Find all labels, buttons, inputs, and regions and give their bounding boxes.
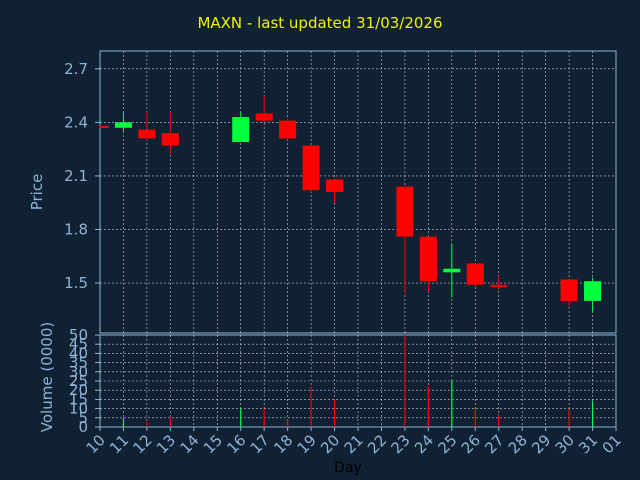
volume-bar — [310, 386, 312, 427]
x-tick-label: 21 — [341, 431, 367, 457]
volume-ytick-label: 0 — [78, 418, 88, 436]
volume-bar — [263, 408, 265, 427]
x-tick-label: 28 — [505, 431, 531, 457]
chart-title: MAXN - last updated 31/03/2026 — [197, 14, 443, 32]
volume-ytick-label: 25 — [69, 372, 88, 390]
price-axis-label: Price — [28, 174, 46, 211]
volume-bar — [591, 401, 594, 427]
x-tick-label: 15 — [200, 431, 226, 457]
volume-bar — [169, 417, 171, 427]
price-ytick-label: 1.5 — [64, 274, 88, 292]
volume-bar — [451, 381, 453, 427]
x-axis: 1011121314151617181920212223242526272829… — [83, 427, 625, 476]
candle-body — [114, 122, 132, 128]
candle-body — [490, 284, 508, 287]
x-tick-label: 13 — [153, 431, 179, 457]
volume-bar — [146, 421, 148, 427]
x-tick-label: 30 — [552, 431, 578, 457]
volume-bar — [240, 408, 242, 427]
candle-body — [560, 279, 578, 301]
x-tick-label: 16 — [223, 431, 249, 457]
x-tick-label: 29 — [528, 431, 554, 457]
volume-ytick-label: 35 — [69, 354, 88, 372]
x-tick-label: 11 — [106, 431, 132, 457]
x-tick-label: 20 — [317, 431, 343, 457]
candle-body — [419, 236, 437, 282]
x-tick-label: 17 — [247, 431, 273, 457]
price-ytick-label: 2.4 — [64, 113, 88, 131]
candle-body — [302, 145, 320, 191]
volume-ytick-label: 10 — [69, 400, 88, 418]
price-ytick-label: 2.1 — [64, 167, 88, 185]
x-tick-label: 22 — [364, 431, 390, 457]
candle-body — [443, 268, 461, 273]
x-tick-label: 26 — [458, 431, 484, 457]
x-tick-label: 14 — [176, 431, 202, 457]
volume-ytick-label: 45 — [69, 335, 88, 353]
volume-ytick-label: 30 — [69, 363, 88, 381]
candle-body — [255, 113, 273, 121]
x-tick-label: 27 — [481, 431, 507, 457]
x-tick-label: 18 — [270, 431, 296, 457]
candle-body — [279, 120, 297, 139]
candle-body — [584, 281, 602, 301]
volume-ytick-label: 50 — [69, 326, 88, 344]
x-tick-label: 25 — [434, 431, 460, 457]
price-ytick-label: 1.8 — [64, 220, 88, 238]
x-tick-label: 01 — [599, 431, 625, 457]
candle-body — [232, 117, 250, 143]
candle-body — [466, 263, 484, 285]
volume-bar — [498, 414, 500, 427]
candle-body — [396, 186, 414, 237]
volume-bar — [122, 417, 125, 427]
volume-bar — [287, 419, 289, 427]
volume-bar — [568, 408, 570, 427]
x-tick-label: 31 — [575, 431, 601, 457]
candle-body — [100, 125, 109, 128]
price-ytick-label: 2.7 — [64, 60, 88, 78]
volume-ytick-label: 5 — [78, 409, 88, 427]
x-tick-label: 19 — [294, 431, 320, 457]
price-panel: 1.5 1.8 2.1 2.4 2.7 Price — [28, 50, 617, 334]
x-tick-label: 23 — [388, 431, 414, 457]
candle-body — [138, 129, 156, 139]
volume-axis-label: Volume (0000) — [38, 322, 56, 432]
volume-ytick-label: 20 — [69, 381, 88, 399]
volume-bar — [427, 386, 429, 427]
x-tick-label: 12 — [130, 431, 156, 457]
volume-bar — [474, 408, 476, 427]
volume-ytick-label: 40 — [69, 344, 88, 362]
candle-body — [326, 179, 344, 192]
volume-ytick-label: 15 — [69, 390, 88, 408]
x-tick-label: 24 — [411, 431, 437, 457]
volume-bar — [333, 399, 336, 427]
volume-bar — [404, 335, 406, 427]
x-axis-label: Day — [334, 460, 362, 476]
candle-body — [161, 133, 179, 146]
